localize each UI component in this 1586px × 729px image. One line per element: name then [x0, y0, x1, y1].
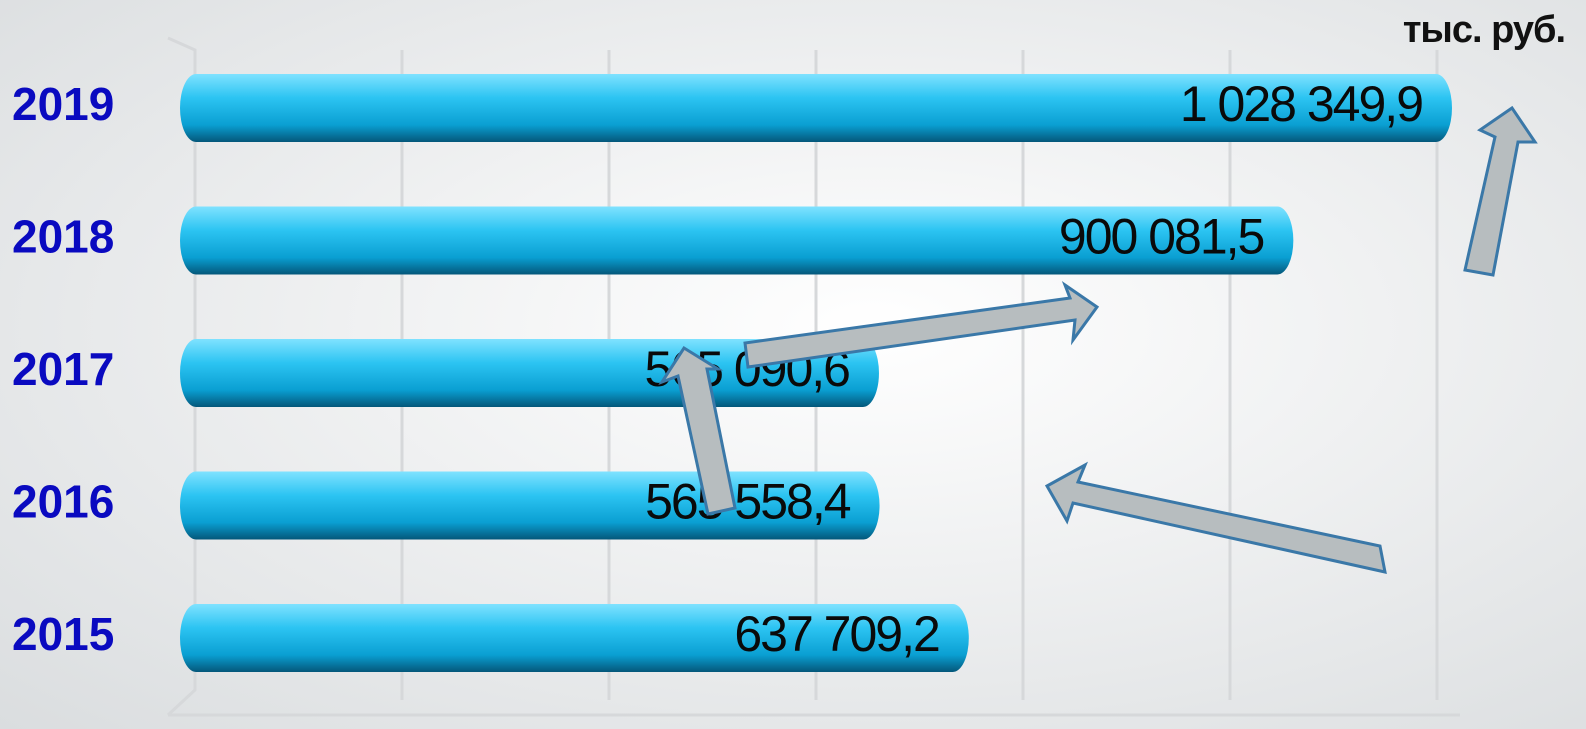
value-label: 565 558,4	[645, 474, 851, 530]
bar	[180, 206, 1294, 275]
unit-label: тыс. руб.	[1403, 9, 1565, 51]
value-label: 637 709,2	[734, 606, 939, 662]
category-label: 2018	[12, 211, 114, 263]
arrows	[658, 105, 1538, 574]
category-label: 2015	[12, 608, 114, 660]
bar	[180, 74, 1452, 142]
category-label: 2017	[12, 343, 114, 395]
value-label: 1 028 349,9	[1180, 76, 1422, 132]
value-label: 900 081,5	[1059, 209, 1264, 265]
category-label: 2019	[12, 78, 114, 130]
category-label: 2016	[12, 476, 114, 528]
bar	[180, 604, 969, 672]
